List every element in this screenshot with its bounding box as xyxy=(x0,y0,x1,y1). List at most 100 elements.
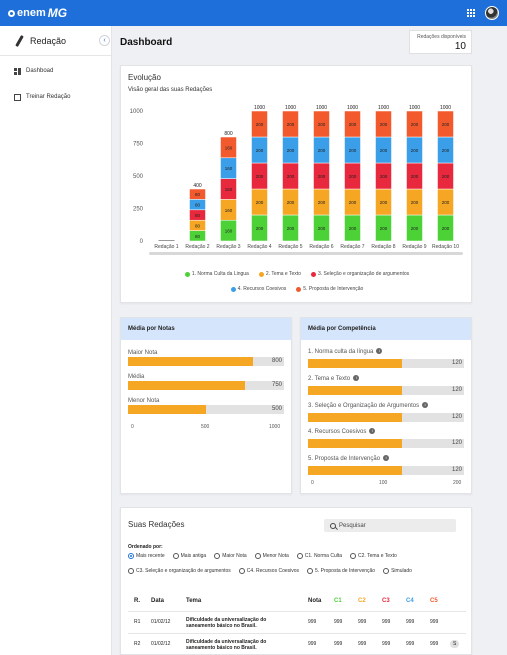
media-competencia-card: Média por Competência 1. Norma culta da … xyxy=(300,317,472,494)
app-logo[interactable]: enem MG xyxy=(8,6,67,20)
cell-c2: 999 xyxy=(358,619,367,625)
search-input[interactable]: Pesquisar xyxy=(324,519,456,532)
order-option-label: C4. Recursos Coesivos xyxy=(246,568,300,574)
nota-row-menor: Menor Nota 500 xyxy=(128,397,284,414)
bar-total-label: 1000 xyxy=(378,105,389,111)
info-icon[interactable]: i xyxy=(353,375,360,382)
order-option-label: C1. Norma Culta xyxy=(304,553,343,559)
comp-fill xyxy=(308,359,402,368)
bar-total-label: 1000 xyxy=(347,105,358,111)
cell-c4: 999 xyxy=(406,619,415,625)
order-option[interactable]: C2. Tema e Texto xyxy=(350,553,397,559)
cell-tema: Dificuldade da universalização do saneam… xyxy=(186,639,267,651)
chart-scrollbar xyxy=(149,252,463,255)
sidebar-item-treinar-redacao[interactable]: Treinar Redação xyxy=(0,86,111,108)
comp-fill xyxy=(308,439,402,448)
radio-icon xyxy=(383,568,390,574)
x-tick-label: Redação 9 xyxy=(402,244,426,250)
col-c5: C5 xyxy=(430,598,438,604)
order-option[interactable]: C4. Recursos Coesivos xyxy=(238,568,300,574)
order-option[interactable]: Simulado xyxy=(383,568,412,574)
bar-segment xyxy=(251,110,268,138)
comp-row: 5. Proposta de Intervenção i 120 xyxy=(308,455,464,475)
order-option[interactable]: 5. Proposta de Intervenção xyxy=(307,568,375,574)
nota-fill xyxy=(128,405,206,414)
nota-fill xyxy=(128,357,253,366)
radio-icon xyxy=(128,568,134,574)
evolution-chart: 0 250 500 750 1000 Redação 1 80 80 80 80 80 400 Reda… xyxy=(130,105,463,255)
comp-row: 2. Tema e Texto i 120 xyxy=(308,375,464,395)
sidebar-item-label: Dashboad xyxy=(26,68,54,74)
bar-segment-label: 200 xyxy=(349,148,357,153)
order-option[interactable]: Maior Nota xyxy=(214,553,247,559)
col-tema: Tema xyxy=(186,598,202,604)
legend-dot-icon xyxy=(184,271,190,277)
bar-segment xyxy=(375,110,392,138)
table-row[interactable]: R1 01/02/12 Dificuldade da universalizaç… xyxy=(128,612,466,634)
info-icon[interactable]: i xyxy=(376,348,383,355)
bar-segment-label: 200 xyxy=(287,174,295,179)
info-icon[interactable]: i xyxy=(383,455,390,462)
legend-dot-icon xyxy=(230,286,236,292)
bar-segment-label: 200 xyxy=(411,122,419,127)
nota-value: 750 xyxy=(271,382,282,388)
bar-segment-label: 200 xyxy=(318,148,326,153)
comp-label: 4. Recursos Coesivos xyxy=(308,429,367,435)
axis-tick: 0 xyxy=(131,424,134,430)
bar-segment-label: 200 xyxy=(411,148,419,153)
credits-box: Redações disponíveis 10 xyxy=(409,30,472,54)
search-icon xyxy=(330,522,336,529)
bar-segment-label: 80 xyxy=(195,213,201,218)
col-c3: C3 xyxy=(382,598,390,604)
comp-value: 120 xyxy=(451,360,462,366)
cell-c5: 999 xyxy=(430,619,439,625)
bar-segment-label: 80 xyxy=(195,234,201,239)
x-tick-label: Redação 2 xyxy=(185,244,209,250)
x-tick-label: Redação 1 xyxy=(154,244,178,250)
comp-track: 120 xyxy=(308,413,464,422)
bar-segment-label: 200 xyxy=(318,200,326,205)
bar-segment-label: 160 xyxy=(225,187,233,192)
bar-segment-label: 200 xyxy=(349,200,357,205)
order-option[interactable]: C3. Seleção e organização de argumentos xyxy=(128,568,231,574)
y-tick-label: 0 xyxy=(140,239,144,245)
order-option[interactable]: Menor Nota xyxy=(254,553,289,559)
nota-label: Menor Nota xyxy=(128,398,160,404)
info-icon[interactable]: i xyxy=(422,402,429,409)
axis-tick: 500 xyxy=(201,424,210,430)
collapse-sidebar-button[interactable]: ‹ xyxy=(99,35,110,46)
cell-r: R2 xyxy=(134,641,141,647)
table-row[interactable]: R2 01/02/12 Dificuldade da universalizaç… xyxy=(128,634,466,655)
bar-segment-label: 200 xyxy=(256,200,264,205)
bar-segment xyxy=(437,110,454,138)
bar-segment-label: 200 xyxy=(287,148,295,153)
bar-segment-label: 200 xyxy=(442,226,450,231)
info-icon[interactable]: i xyxy=(369,428,376,435)
comp-track: 120 xyxy=(308,386,464,395)
credits-value: 10 xyxy=(454,41,466,52)
bar-segment-label: 200 xyxy=(256,148,264,153)
bar-empty-marker xyxy=(158,240,175,241)
order-option-label: C2. Tema e Texto xyxy=(358,553,397,559)
order-option[interactable]: C1. Norma Culta xyxy=(296,553,343,559)
nota-fill xyxy=(128,381,245,390)
radio-icon xyxy=(238,568,245,574)
cell-nota: 999 xyxy=(308,619,317,625)
sidebar-item-label: Treinar Redação xyxy=(26,94,71,100)
radio-icon xyxy=(214,553,221,559)
apps-grid-icon[interactable] xyxy=(467,9,475,17)
order-option-label: Maior Nota xyxy=(222,553,247,559)
bar-segment-label: 200 xyxy=(318,226,326,231)
cell-c3: 999 xyxy=(382,619,391,625)
legend-item: 3. Seleção e organização de argumentos xyxy=(310,271,409,277)
order-option[interactable]: Mais recente xyxy=(128,553,165,559)
sidebar-item-dashboard[interactable]: Dashboad xyxy=(0,60,111,82)
order-option[interactable]: Mais antiga xyxy=(172,553,206,559)
sidebar-title: Redação xyxy=(30,35,67,46)
bar-segment xyxy=(189,188,206,200)
nota-label: Média xyxy=(128,374,145,380)
col-c2: C2 xyxy=(358,598,366,604)
bar-segment-label: 160 xyxy=(225,229,233,234)
credits-label: Redações disponíveis xyxy=(417,34,466,40)
user-avatar[interactable] xyxy=(485,6,499,20)
